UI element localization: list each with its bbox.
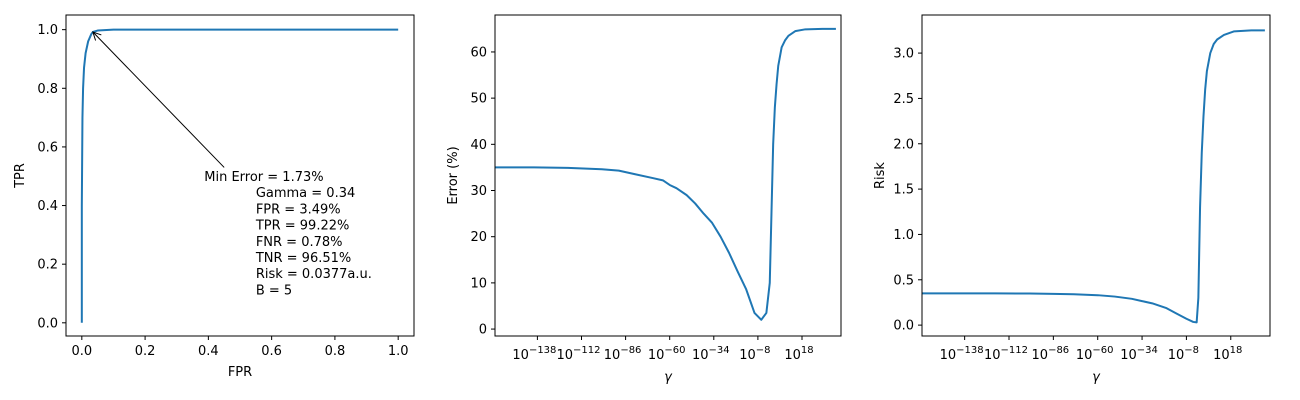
- y-tick-label: 0.6: [37, 140, 58, 155]
- x-tick-label: 10−112: [984, 345, 1028, 363]
- x-axis-label: γ: [1092, 370, 1101, 385]
- annotation-line: TPR = 99.22%: [255, 219, 350, 234]
- x-tick-label: 10−138: [512, 345, 556, 363]
- x-tick-base: 10: [604, 348, 621, 363]
- annotation-line: B = 5: [256, 283, 292, 298]
- x-tick-base: 10: [1076, 348, 1093, 363]
- x-tick-base: 10: [1213, 348, 1230, 363]
- x-tick-base: 10: [556, 348, 573, 363]
- y-tick-label: 1.0: [893, 228, 914, 243]
- x-tick-label: 10−60: [648, 345, 686, 363]
- x-tick-label: 10−112: [556, 345, 600, 363]
- series-line: [80, 28, 399, 323]
- x-tick-label: 10−86: [1032, 345, 1070, 363]
- x-tick-label: 0.0: [71, 344, 92, 359]
- x-tick-label: 0.4: [198, 344, 219, 359]
- roc-chart: 0.0 0.2 0.4 0.6 0.8 1.0 0.0 0.2 0.4 0.6 0.8 1.0 FPR T…: [13, 14, 415, 380]
- x-tick-base: 10: [512, 348, 529, 363]
- risk-chart: 10−138 10−112 10−86 10−60 10−34 10−8 10180.00.…: [873, 14, 1271, 385]
- x-tick-label: 10−8: [1168, 345, 1199, 363]
- x-tick-base: 10: [784, 348, 801, 363]
- y-tick-label: 50: [470, 92, 487, 107]
- x-tick-label: 0.8: [325, 344, 346, 359]
- x-axis-label: FPR: [228, 365, 252, 380]
- y-tick-label: 2.0: [893, 137, 914, 152]
- y-tick-label: 0.4: [37, 199, 58, 214]
- y-tick-label: 0.2: [37, 258, 58, 273]
- x-tick-base: 10: [1168, 348, 1185, 363]
- plot-frame: [65, 14, 415, 337]
- x-tick-label: 10−60: [1076, 345, 1114, 363]
- annotation-line: Min Error = 1.73%: [204, 170, 323, 185]
- y-axis-label: Risk: [873, 162, 888, 189]
- annotation-arrowhead: [92, 31, 102, 41]
- y-tick-label: 60: [470, 45, 487, 60]
- x-tick-exponent: −34: [1137, 345, 1158, 356]
- y-tick-label: 0.5: [893, 273, 914, 288]
- annotation-arrow-line: [92, 31, 225, 168]
- y-axis-label: Error (%): [446, 146, 461, 204]
- x-tick-base: 10: [692, 348, 709, 363]
- annotation-line: FNR = 0.78%: [256, 235, 343, 250]
- series-line: [495, 27, 836, 321]
- x-tick-exponent: −60: [1092, 345, 1113, 356]
- x-tick-exponent: −8: [1184, 345, 1199, 356]
- x-tick-label: 10−8: [739, 345, 770, 363]
- y-tick-label: 40: [470, 138, 487, 153]
- error-chart: 10−138 10−112 10−86 10−60 10−34 10−8 101801020…: [446, 14, 842, 385]
- x-tick-label: 1018: [784, 345, 813, 363]
- x-tick-base: 10: [648, 348, 665, 363]
- x-tick-exponent: −86: [1048, 345, 1069, 356]
- x-tick-exponent: −138: [956, 345, 983, 356]
- y-tick-label: 1.5: [893, 183, 914, 198]
- annotation-line: TNR = 96.51%: [255, 251, 351, 266]
- x-tick-label: 10−86: [604, 345, 642, 363]
- y-axis-label: TPR: [13, 163, 28, 189]
- y-tick-label: 20: [470, 230, 487, 245]
- y-tick-label: 10: [470, 276, 487, 291]
- x-tick-base: 10: [1032, 348, 1049, 363]
- x-tick-exponent: 18: [1230, 345, 1243, 356]
- x-tick-label: 10−34: [1120, 345, 1158, 363]
- annotation-line: Risk = 0.0377a.u.: [256, 267, 372, 282]
- y-tick-label: 3.0: [893, 47, 914, 62]
- x-tick-label: 10−34: [692, 345, 730, 363]
- x-tick-exponent: −138: [529, 345, 556, 356]
- x-tick-exponent: −112: [573, 345, 600, 356]
- y-tick-label: 2.5: [893, 92, 914, 107]
- x-tick-exponent: −112: [1001, 345, 1028, 356]
- x-axis-label: γ: [664, 370, 673, 385]
- x-tick-label: 1.0: [388, 344, 409, 359]
- x-tick-exponent: −86: [620, 345, 641, 356]
- x-tick-base: 10: [739, 348, 756, 363]
- y-tick-label: 1.0: [37, 23, 58, 38]
- x-tick-label: 0.2: [135, 344, 156, 359]
- x-tick-exponent: −60: [664, 345, 685, 356]
- series-line: [922, 29, 1265, 324]
- x-tick-exponent: −34: [709, 345, 730, 356]
- plot-frame: [921, 14, 1271, 337]
- x-tick-label: 0.6: [261, 344, 282, 359]
- y-tick-label: 0.0: [893, 319, 914, 334]
- x-tick-exponent: −8: [756, 345, 771, 356]
- x-tick-base: 10: [940, 348, 957, 363]
- x-tick-label: 10−138: [940, 345, 984, 363]
- y-tick-label: 0: [479, 323, 487, 338]
- x-tick-base: 10: [1120, 348, 1137, 363]
- x-tick-base: 10: [984, 348, 1001, 363]
- y-tick-label: 30: [470, 184, 487, 199]
- plot-frame: [494, 14, 842, 337]
- y-tick-label: 0.0: [37, 316, 58, 331]
- x-tick-label: 1018: [1213, 345, 1242, 363]
- y-tick-label: 0.8: [37, 82, 58, 97]
- x-tick-exponent: 18: [801, 345, 814, 356]
- annotation-line: Gamma = 0.34: [256, 186, 355, 201]
- annotation-line: FPR = 3.49%: [256, 202, 341, 217]
